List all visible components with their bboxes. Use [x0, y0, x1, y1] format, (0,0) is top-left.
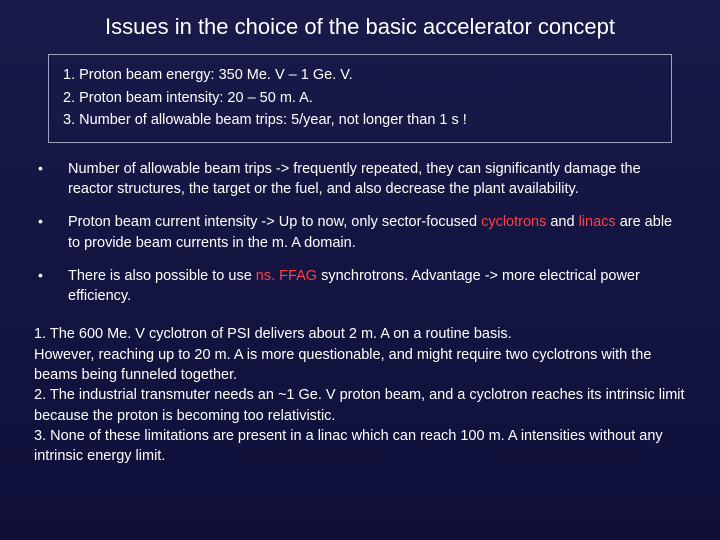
bullet-2-text-pre: Proton beam current intensity -> Up to n… [68, 214, 481, 230]
highlight-nsffag: ns. FFAG [256, 268, 317, 284]
footer-line-2: However, reaching up to 20 m. A is more … [34, 345, 686, 386]
bullet-1: Number of allowable beam trips -> freque… [34, 159, 686, 200]
footer-notes: 1. The 600 Me. V cyclotron of PSI delive… [34, 324, 686, 466]
bullet-2-text-mid: and [546, 214, 578, 230]
box-item-2: 2. Proton beam intensity: 20 – 50 m. A. [63, 89, 657, 109]
bullet-3-text-pre: There is also possible to use [68, 268, 256, 284]
slide-title: Issues in the choice of the basic accele… [34, 14, 686, 40]
footer-line-3: 2. The industrial transmuter needs an ~1… [34, 385, 686, 426]
highlight-cyclotrons: cyclotrons [481, 214, 546, 230]
parameters-box: 1. Proton beam energy: 350 Me. V – 1 Ge.… [48, 54, 672, 143]
box-item-1: 1. Proton beam energy: 350 Me. V – 1 Ge.… [63, 66, 657, 86]
highlight-linacs: linacs [579, 214, 616, 230]
box-item-3: 3. Number of allowable beam trips: 5/yea… [63, 111, 657, 131]
bullet-list: Number of allowable beam trips -> freque… [34, 159, 686, 307]
bullet-3: There is also possible to use ns. FFAG s… [34, 266, 686, 307]
footer-line-1: 1. The 600 Me. V cyclotron of PSI delive… [34, 324, 686, 344]
footer-line-4: 3. None of these limitations are present… [34, 426, 686, 467]
bullet-2: Proton beam current intensity -> Up to n… [34, 212, 686, 253]
